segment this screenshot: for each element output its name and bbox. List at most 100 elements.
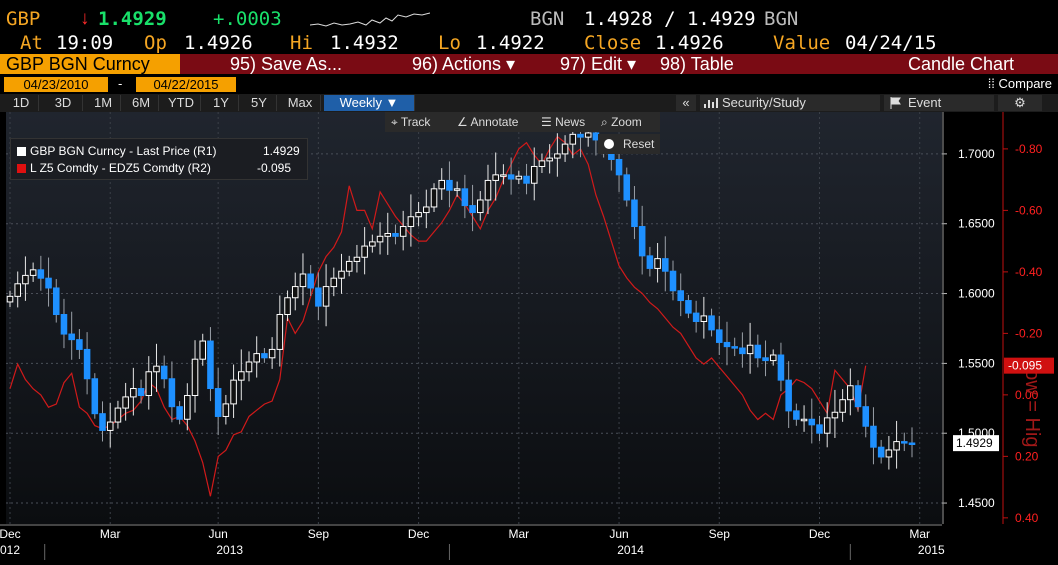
candle-body	[199, 340, 207, 360]
zoom-tool[interactable]: ⌕ Zoom	[601, 112, 642, 132]
annotate-label: Annotate	[470, 115, 519, 129]
actions-menu[interactable]: 96) Actions ▾	[412, 54, 516, 74]
candle-body	[22, 274, 29, 285]
x-tick-label: Dec	[809, 527, 830, 541]
candle-body	[785, 379, 792, 412]
tab-ytd[interactable]: YTD	[162, 95, 201, 111]
edit-menu[interactable]: 97) Edit ▾	[560, 54, 637, 74]
candle-body	[423, 206, 430, 214]
chart-area[interactable]: 1.4500 1.5000 1.5500 1.6000 1.6500 1.7000 -0.8…	[0, 112, 1058, 560]
tab-1y[interactable]: 1Y	[204, 95, 239, 111]
x-tick-label: Jun	[208, 527, 227, 541]
legend-swatch-red	[17, 164, 26, 173]
down-arrow-icon: ↓	[80, 8, 90, 29]
candle-body	[145, 371, 153, 397]
candle-body	[446, 179, 453, 191]
security-name[interactable]: GBP BGN Curncy	[0, 54, 180, 74]
candle-body	[823, 417, 831, 434]
candle-body	[569, 133, 577, 145]
date-range: 04/23/2010 - 04/22/2015	[0, 76, 1058, 94]
legend-label-gbp: GBP BGN Curncy - Last Price (R1)	[30, 144, 217, 158]
candle-body	[476, 199, 484, 214]
candle-body	[461, 188, 469, 207]
news-tool[interactable]: ☰ News	[541, 112, 585, 132]
chart-legend[interactable]: GBP BGN Curncy - Last Price (R1) 1.4929 …	[10, 138, 308, 180]
x-tick-label: Dec	[0, 527, 21, 541]
candle-body	[230, 379, 237, 405]
spread-tick-label: 0.20	[1015, 449, 1039, 463]
magnifier-icon: ⌕	[601, 115, 612, 129]
candle-body	[369, 241, 376, 247]
candle-body	[500, 174, 507, 177]
candle-body	[561, 143, 569, 155]
tab-5y[interactable]: 5Y	[242, 95, 277, 111]
last-spread-badge	[1004, 357, 1054, 374]
security-study-button[interactable]: Security/Study	[700, 95, 880, 111]
candle-body	[238, 371, 245, 381]
candle-body	[700, 315, 708, 322]
candle-body	[14, 283, 21, 297]
candle-body	[76, 339, 83, 350]
track-tool[interactable]: ⌖ Track	[391, 112, 430, 132]
reset-dot-icon	[604, 139, 614, 149]
legend-value-gbp: 1.4929	[263, 144, 300, 158]
tab-1d[interactable]: 1D	[4, 95, 39, 111]
candle-body	[523, 175, 530, 184]
candle-body	[646, 255, 654, 269]
candle-body	[361, 245, 368, 258]
candle-body	[854, 385, 862, 408]
x-tick-label: Mar	[909, 527, 930, 541]
candle-body	[291, 286, 299, 299]
price-axis-bg	[944, 112, 1000, 524]
table-menu[interactable]: 98) Table	[660, 54, 734, 74]
tab-1m[interactable]: 1M	[86, 95, 121, 111]
candle-body	[299, 273, 307, 288]
tab-max[interactable]: Max	[280, 95, 321, 111]
low-value: 1.4922	[476, 32, 545, 54]
settings-gear-icon[interactable]: ⚙	[998, 95, 1042, 111]
frequency-dropdown[interactable]: Weekly ▼	[324, 95, 415, 111]
spread-axis-label: Low = Hig	[1021, 358, 1043, 448]
price-tick-label: 1.7000	[958, 147, 995, 161]
collapse-button[interactable]: «	[676, 95, 696, 111]
candle-body	[376, 235, 384, 243]
quote-time: 19:09	[56, 32, 114, 54]
reset-button[interactable]: Reset	[598, 134, 660, 154]
candle-body	[99, 413, 106, 431]
quote-source: BGN	[530, 8, 565, 30]
legend-item-gbp: GBP BGN Curncy - Last Price (R1) 1.4929	[17, 144, 300, 158]
candle-body	[261, 353, 268, 359]
end-date-field[interactable]: 04/22/2015	[136, 77, 236, 92]
start-date-field[interactable]: 04/23/2010	[4, 77, 108, 92]
tab-6m[interactable]: 6M	[124, 95, 159, 111]
bar-chart-icon	[704, 98, 718, 108]
candle-body	[530, 165, 538, 184]
candle-body	[754, 344, 762, 359]
save-as-menu[interactable]: 95) Save As...	[230, 54, 343, 74]
candle-body	[45, 277, 52, 289]
chart-type-menu[interactable]: Candle Chart	[908, 54, 1015, 74]
candle-body	[692, 312, 700, 322]
legend-value-edz5: -0.095	[257, 161, 292, 175]
candle-body	[546, 157, 553, 162]
candle-body	[268, 348, 276, 359]
tab-3d[interactable]: 3D	[44, 95, 83, 111]
event-button[interactable]: Event	[884, 95, 994, 111]
spread-tick-label: 0.40	[1015, 511, 1039, 525]
compare-button[interactable]: ⁞⁞ Compare	[987, 76, 1052, 91]
period-tabs: 1D 3D 1M 6M YTD 1Y 5Y Max Weekly ▼ « Sec…	[0, 94, 1058, 112]
ticker: GBP	[6, 8, 41, 30]
annotate-tool[interactable]: ∠ Annotate	[457, 112, 518, 132]
candle-body	[831, 411, 839, 419]
track-label: Track	[400, 115, 431, 129]
candle-body	[800, 418, 808, 422]
candle-body	[29, 269, 37, 276]
menu-bar: 95) Save As... 96) Actions ▾ 97) Edit ▾ …	[0, 54, 1058, 74]
candle-body	[214, 388, 222, 417]
quote-details: At 19:09 Op 1.4926 Hi 1.4932 Lo 1.4922 C…	[0, 32, 1058, 54]
candle-body	[793, 410, 800, 420]
price-tick-label: 1.6000	[958, 287, 995, 301]
last-price-badge	[953, 435, 999, 452]
candle-body	[638, 226, 646, 257]
